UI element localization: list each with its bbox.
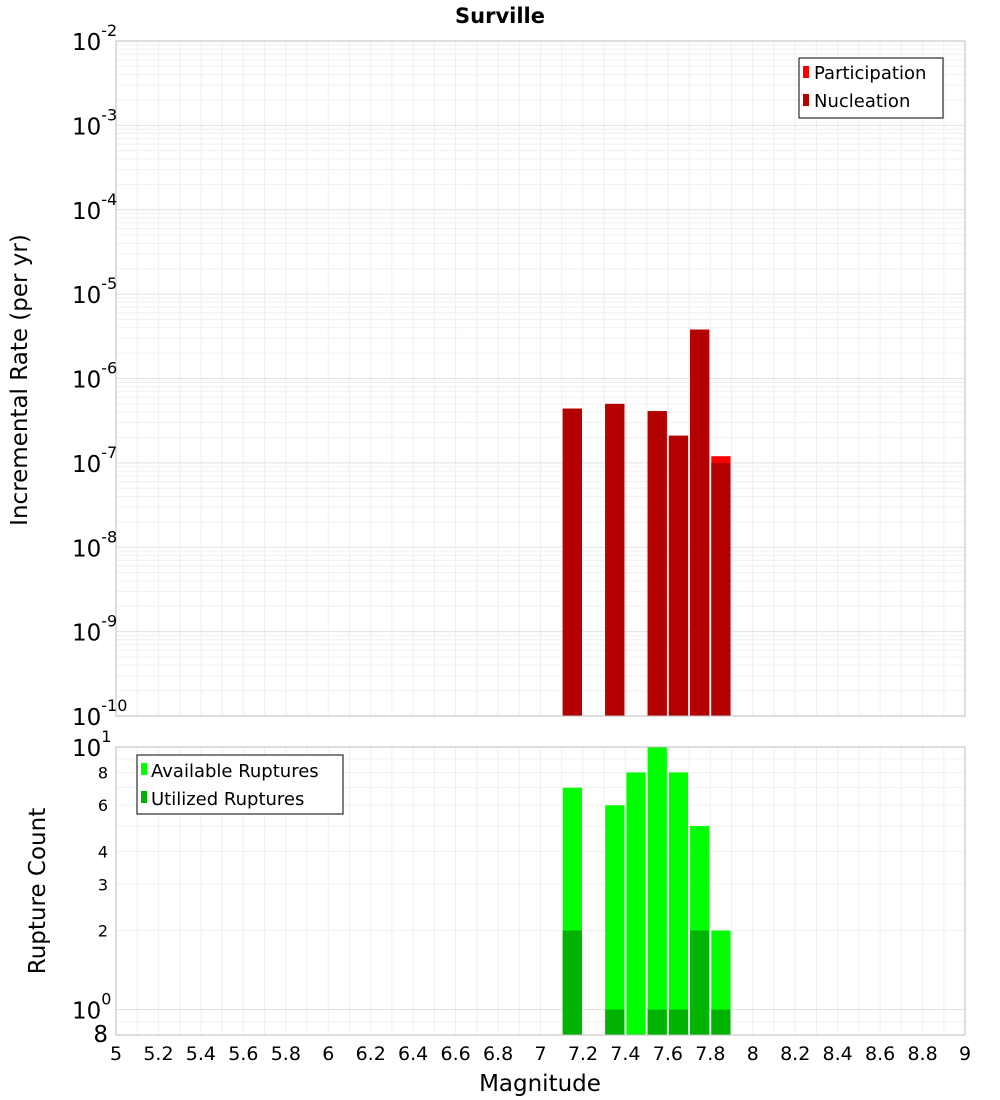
count-y-tick-label: 2 bbox=[98, 922, 108, 941]
x-tick-label: 6.8 bbox=[483, 1043, 513, 1065]
x-tick-label: 6.6 bbox=[440, 1043, 470, 1065]
count-plot-frame bbox=[115, 746, 966, 1036]
rate-y-tick-label: 10-4 bbox=[72, 190, 117, 225]
x-tick-label: 9 bbox=[959, 1043, 971, 1065]
participation-legend-label: Participation bbox=[814, 63, 926, 84]
rate-legend: Participation Nucleation bbox=[798, 57, 944, 119]
x-axis-label: Magnitude bbox=[479, 1071, 601, 1097]
available-ruptures-legend-label: Available Ruptures bbox=[151, 761, 319, 782]
count-legend: Available Ruptures Utilized Ruptures bbox=[136, 754, 344, 815]
rate-bars bbox=[562, 329, 731, 716]
available-ruptures-bar bbox=[647, 747, 667, 1035]
x-tick-label: 5.6 bbox=[228, 1043, 258, 1065]
count-bars bbox=[562, 747, 731, 1035]
rate-legend-box bbox=[798, 57, 944, 119]
rate-y-tick-label: 10-10 bbox=[72, 696, 127, 731]
nucleation-swatch bbox=[803, 94, 809, 106]
x-tick-label: 6 bbox=[322, 1043, 334, 1065]
nucleation-bar bbox=[690, 329, 710, 716]
x-tick-label: 7.8 bbox=[695, 1043, 725, 1065]
count-legend-box bbox=[136, 754, 344, 815]
utilized-ruptures-swatch bbox=[141, 791, 147, 803]
x-tick-label: 6.4 bbox=[398, 1043, 428, 1065]
rate-y-tick-label: 10-8 bbox=[72, 527, 117, 562]
count-y-tick-label: 4 bbox=[98, 842, 108, 861]
x-tick-label: 7.2 bbox=[568, 1043, 598, 1065]
rate-y-tick-label: 10-2 bbox=[72, 21, 117, 56]
x-tick-label: 8.8 bbox=[907, 1043, 937, 1065]
rate-y-tick-label: 10-5 bbox=[72, 274, 117, 309]
rate-y-tick-label: 10-9 bbox=[72, 612, 117, 647]
utilized-ruptures-bar bbox=[668, 1009, 689, 1035]
nucleation-bar bbox=[562, 408, 582, 716]
nucleation-bar bbox=[711, 462, 731, 716]
nucleation-bar bbox=[668, 435, 689, 716]
count-grid bbox=[115, 747, 966, 1036]
utilized-ruptures-bar bbox=[562, 930, 582, 1035]
x-tick-label: 7 bbox=[534, 1043, 546, 1065]
count-y-tick-label: 8 bbox=[98, 763, 108, 782]
nucleation-bar bbox=[605, 403, 625, 716]
utilized-ruptures-bar bbox=[690, 930, 710, 1035]
available-ruptures-bar bbox=[668, 772, 689, 1035]
count-y-tick-label: 8 bbox=[93, 1022, 108, 1048]
x-tick-label: 8.6 bbox=[865, 1043, 895, 1065]
available-ruptures-bar bbox=[605, 805, 625, 1035]
x-tick-label: 5.8 bbox=[271, 1043, 301, 1065]
x-tick-label: 7.4 bbox=[610, 1043, 640, 1065]
participation-swatch bbox=[803, 66, 809, 78]
nucleation-bar bbox=[647, 411, 667, 716]
rate-y-ticks: 10-10 10-9 10-8 10-7 10-6 10-5 10-4 10-3 10-2 bbox=[72, 21, 127, 731]
nucleation-legend-label: Nucleation bbox=[814, 91, 910, 112]
rate-grid bbox=[115, 41, 966, 717]
x-tick-label: 6.2 bbox=[356, 1043, 386, 1065]
utilized-ruptures-bar bbox=[647, 1009, 667, 1035]
utilized-ruptures-legend-label: Utilized Ruptures bbox=[151, 789, 304, 810]
rate-y-tick-label: 10-3 bbox=[72, 105, 117, 140]
rate-y-tick-label: 10-7 bbox=[72, 443, 117, 478]
utilized-ruptures-bar bbox=[605, 1009, 625, 1035]
utilized-ruptures-bar bbox=[711, 1009, 731, 1035]
x-tick-label: 7.6 bbox=[653, 1043, 683, 1065]
x-tick-label: 8 bbox=[747, 1043, 759, 1065]
x-tick-label: 8.2 bbox=[780, 1043, 810, 1065]
count-y-tick-label: 101 bbox=[72, 727, 111, 762]
x-tick-label: 5.4 bbox=[186, 1043, 216, 1065]
x-tick-label: 5.2 bbox=[143, 1043, 173, 1065]
x-tick-label: 8.4 bbox=[823, 1043, 853, 1065]
count-y-tick-label: 6 bbox=[98, 796, 108, 815]
chart-title: Surville bbox=[455, 4, 545, 28]
x-ticks: 5 5.2 5.4 5.6 5.8 6 6.2 6.4 6.6 6.8 7 7.2 7.4 7.6 7.8 8… bbox=[110, 1043, 971, 1065]
rate-y-tick-label: 10-6 bbox=[72, 359, 117, 394]
count-y-tick-label: 3 bbox=[98, 875, 108, 894]
rate-plot-frame bbox=[115, 40, 966, 717]
rate-y-axis-label: Incremental Rate (per yr) bbox=[7, 234, 33, 526]
count-y-axis-label: Rupture Count bbox=[25, 808, 51, 974]
x-tick-label: 5 bbox=[110, 1043, 122, 1065]
rate-panel: 10-10 10-9 10-8 10-7 10-6 10-5 10-4 10-3 10-2 In… bbox=[7, 21, 966, 731]
count-y-tick-label: 100 bbox=[72, 990, 111, 1025]
available-ruptures-bar bbox=[626, 772, 646, 1035]
available-ruptures-bar bbox=[711, 930, 731, 1035]
available-ruptures-swatch bbox=[141, 763, 147, 775]
